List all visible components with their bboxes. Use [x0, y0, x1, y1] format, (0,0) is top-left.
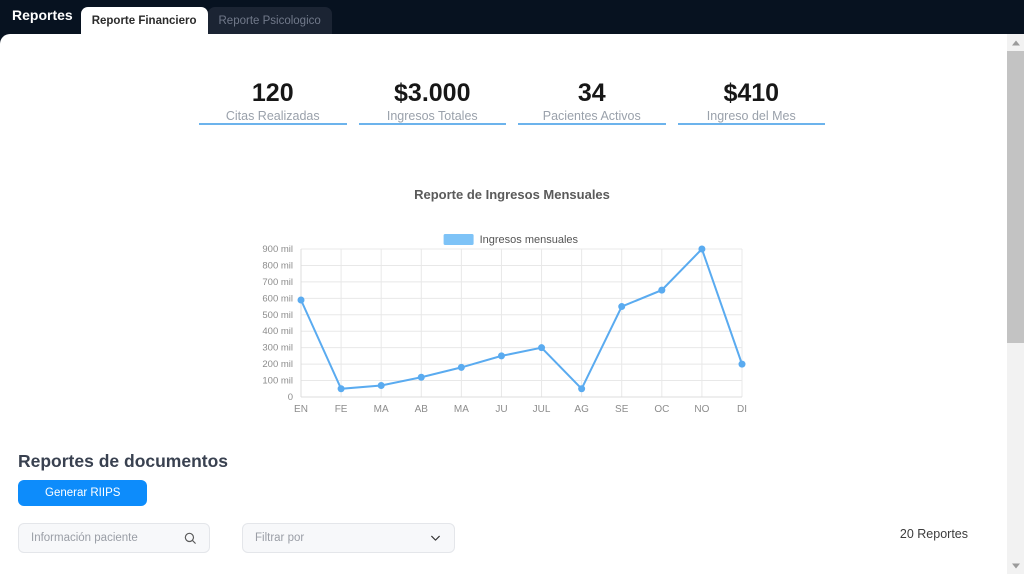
svg-text:AB: AB [415, 404, 429, 415]
svg-text:AG: AG [574, 404, 589, 415]
svg-text:OC: OC [654, 404, 669, 415]
svg-text:NO: NO [694, 404, 709, 415]
svg-text:200 mil: 200 mil [262, 359, 293, 370]
svg-text:0: 0 [288, 392, 293, 403]
svg-text:FE: FE [335, 404, 348, 415]
svg-text:MA: MA [374, 404, 389, 415]
svg-text:EN: EN [294, 404, 308, 415]
svg-text:DI: DI [737, 404, 747, 415]
svg-text:900 mil: 900 mil [262, 244, 293, 255]
svg-text:JUL: JUL [533, 404, 551, 415]
svg-text:800 mil: 800 mil [262, 260, 293, 271]
svg-text:300 mil: 300 mil [262, 343, 293, 354]
svg-text:600 mil: 600 mil [262, 293, 293, 304]
svg-text:400 mil: 400 mil [262, 326, 293, 337]
svg-text:JU: JU [495, 404, 507, 415]
svg-text:MA: MA [454, 404, 469, 415]
svg-text:700 mil: 700 mil [262, 277, 293, 288]
svg-text:Ingresos mensuales: Ingresos mensuales [480, 234, 579, 246]
svg-text:500 mil: 500 mil [262, 310, 293, 321]
svg-text:SE: SE [615, 404, 629, 415]
svg-text:100 mil: 100 mil [262, 376, 293, 387]
